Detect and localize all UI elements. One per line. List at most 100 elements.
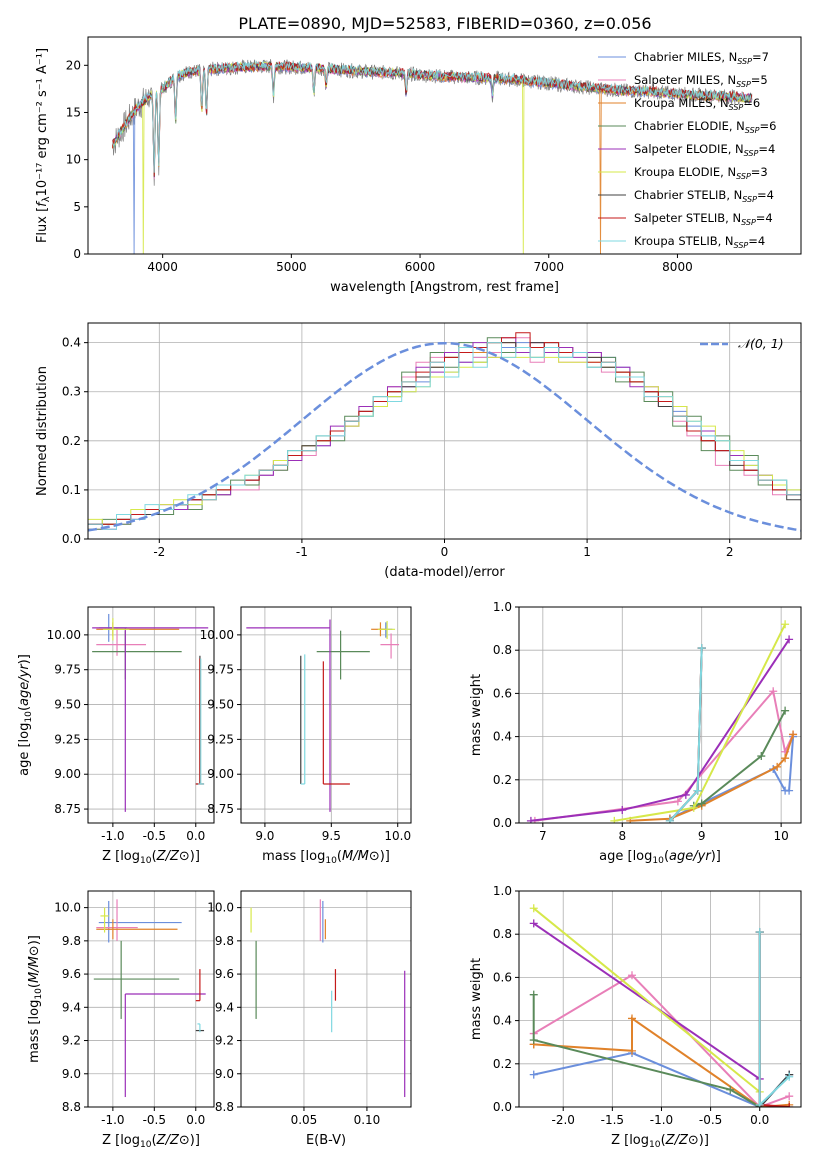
x-axis-label: wavelength [Angstrom, rest frame] [330,280,559,295]
y-axis-label: Normed distribution [35,366,50,496]
residual-histogram-series [88,342,801,525]
x-tick-label: 9.5 [322,829,341,843]
x-tick-label: -0.5 [143,829,166,843]
figure-title: PLATE=0890, MJD=52583, FIBERID=0360, z=0… [238,14,651,33]
plot-area [250,899,406,1098]
panels: Chabrier MILES, NSSP=7 Salpeter MILES, NS… [17,36,802,1150]
residual-histogram-series [88,332,801,525]
x-tick-label: 5000 [276,260,307,274]
data-point-marker [697,644,706,653]
y-tick-label: 1.0 [493,884,512,898]
data-point-marker [785,1103,794,1107]
y-axis-label: mass weight [469,958,484,1040]
y-tick-label: 0 [73,247,81,261]
data-point-marker [773,762,782,771]
data-point-marker [529,919,538,928]
y-tick-label: 9.4 [215,1000,234,1014]
mass-weight-series-line [533,907,761,1093]
x-tick-label: 0.0 [186,1113,205,1127]
axes-frame [87,606,215,824]
data-point-marker [755,1100,764,1107]
legend-entry: 𝒩(0, 1) [738,336,784,351]
y-tick-label: 5 [73,200,81,214]
y-tick-label: 9.6 [215,967,234,981]
y-tick-label: 0.8 [493,927,512,941]
x-tick-label: 2 [726,545,734,559]
y-tick-label: 0.1 [62,483,81,497]
y-tick-label: 8.75 [54,802,81,816]
x-tick-label: -2.0 [552,1113,575,1127]
plot-area [526,620,798,823]
residual-legend: 𝒩(0, 1) [700,336,784,351]
x-tick-label: 9 [698,829,706,843]
x-tick-label: -0.5 [143,1113,166,1127]
residual-histogram-series [88,337,801,530]
x-tick-label: 10.0 [384,829,411,843]
data-point-marker [627,971,636,980]
y-tick-label: 9.25 [207,732,234,746]
legend-entry: Chabrier MILES, NSSP=7 [634,50,769,66]
data-point-marker [726,1085,735,1094]
x-tick-label: -1 [296,545,308,559]
y-tick-label: 9.50 [54,698,81,712]
y-tick-label: 0.3 [62,385,81,399]
data-point-marker [757,752,766,761]
y-tick-label: 9.2 [215,1034,234,1048]
y-tick-label: 0.4 [62,336,81,350]
data-point-marker [529,1036,538,1045]
residual-histogram-series [88,342,801,530]
x-tick-label: 6000 [405,260,436,274]
y-axis-label: Flux [fλ​10⁻¹⁷ erg cm⁻² s⁻¹ A⁻¹] [35,48,52,243]
panel-mass-weight-vs-age: 7 8 9 10 0.0 0.2 0.4 0.6 0.8 1.0 age [log10​(age/y… [469,600,802,866]
mass-weight-series-line [693,710,786,807]
mass-weight-series-line [534,688,795,822]
y-tick-label: 0.4 [493,1014,512,1028]
panel-spectrum: Chabrier MILES, NSSP=7 Salpeter MILES, NS… [35,36,802,295]
y-tick-label: 9.8 [215,934,234,948]
data-point-marker [781,706,790,715]
y-tick-label: 9.75 [207,663,234,677]
legend-entry: Salpeter ELODIE, NSSP=4 [634,142,775,158]
x-tick-label: 1 [583,545,591,559]
legend-entry: Kroupa MILES, NSSP=6 [634,96,760,112]
residual-histogram-series [88,337,801,530]
x-axis-label: (data-model)/error [384,565,505,580]
plot-area [93,899,206,1098]
axes-frame [87,36,802,255]
panel-mass-vs-Z: -1.0 -0.5 0.0 8.8 9.0 9.2 9.4 9.6 9.8 10.0 Z [log1… [27,890,215,1150]
x-tick-label: 8000 [662,260,693,274]
x-axis-label: Z [log10​(Z/Z⊙)] [102,849,200,866]
mass-weight-series-line [669,736,795,820]
axes-frame [87,890,215,1108]
plot-area [112,58,753,254]
model-spectrum-line [112,59,753,173]
legend-entry: Salpeter MILES, NSSP=5 [634,73,768,89]
data-point-marker [697,799,706,808]
spectrum-legend: Chabrier MILES, NSSP=7 Salpeter MILES, NS… [598,50,776,250]
mass-weight-series-line [630,734,795,822]
axes-frame [240,606,412,824]
y-tick-label: 9.0 [62,1067,81,1081]
y-axis-label: mass weight [469,674,484,756]
y-tick-label: 0.0 [62,532,81,546]
y-tick-label: 10.00 [47,628,81,642]
plot-area [529,904,794,1107]
plot-area [88,332,801,532]
y-tick-label: 9.50 [207,698,234,712]
y-tick-label: 8.75 [207,802,234,816]
legend-entry: Kroupa ELODIE, NSSP=3 [634,165,768,181]
panel-age-vs-mass: 9.0 9.5 10.0 8.75 9.00 9.25 9.50 9.75 10.00 mass … [200,606,412,866]
data-point-marker [785,786,794,795]
y-tick-label: 9.8 [62,934,81,948]
y-axis-label: mass [log10​(M/M⊙)] [27,935,44,1063]
y-tick-label: 10 [66,153,81,167]
axes-frame [518,606,802,824]
y-tick-label: 0.6 [493,970,512,984]
x-tick-label: 8 [618,829,626,843]
data-point-marker [618,806,627,815]
y-tick-label: 9.2 [62,1034,81,1048]
x-tick-label: 0.10 [354,1113,381,1127]
residual-histogram-series [88,342,801,525]
x-tick-label: -1.5 [601,1113,624,1127]
